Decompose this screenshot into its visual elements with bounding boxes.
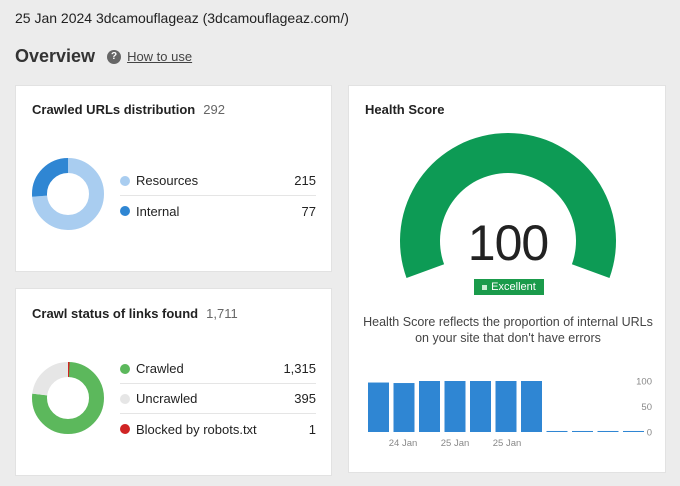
x-tick-label: 25 Jan xyxy=(441,438,470,449)
legend-value[interactable]: 77 xyxy=(301,203,316,219)
legend-dot-crawled xyxy=(120,363,130,374)
health-score-value: 100 xyxy=(467,215,549,271)
crawled-urls-slice-internal[interactable] xyxy=(32,158,104,230)
history-bar[interactable] xyxy=(546,430,568,432)
x-tick-label: 25 Jan xyxy=(493,438,522,449)
overview-header: Overview ? How to use xyxy=(15,46,192,67)
rating-square-icon xyxy=(482,284,488,290)
legend-row-crawled[interactable]: Crawled 1,315 xyxy=(120,354,316,384)
health-score-title: Health Score xyxy=(365,102,445,117)
health-score-card: Health Score 100 Excellent Health Score … xyxy=(348,85,666,473)
crawled-urls-title-text: Crawled URLs distribution xyxy=(32,102,196,117)
health-score-gauge xyxy=(400,133,616,278)
y-tick-label: 50 xyxy=(641,402,652,413)
how-to-use-link[interactable]: How to use xyxy=(127,49,193,64)
history-bar[interactable] xyxy=(368,382,389,432)
legend-label: Uncrawled xyxy=(136,391,198,406)
legend-value[interactable]: 215 xyxy=(294,173,316,188)
legend-dot-blocked xyxy=(120,424,130,434)
health-score-rating: Excellent xyxy=(491,281,536,293)
history-bar[interactable] xyxy=(393,383,415,432)
legend-value[interactable]: 1,315 xyxy=(283,361,316,376)
x-tick-label: 24 Jan xyxy=(389,438,418,449)
y-tick-label: 100 xyxy=(636,377,652,388)
crawl-status-card: Crawl status of links found 1,711 Crawled… xyxy=(15,288,332,476)
legend-label: Resources xyxy=(136,173,199,188)
history-bar[interactable] xyxy=(419,381,440,432)
legend-label: Internal xyxy=(136,203,180,219)
page-header-title: 25 Jan 2024 3dcamouflageaz (3dcamouflage… xyxy=(15,10,349,26)
crawl-status-slice-blocked-by-robots-txt[interactable] xyxy=(32,362,104,434)
legend-row-uncrawled[interactable]: Uncrawled 395 xyxy=(120,384,316,414)
history-bar[interactable] xyxy=(597,430,619,432)
legend-dot-uncrawled xyxy=(120,393,130,404)
health-score-rating-badge: Excellent xyxy=(473,278,545,296)
crawl-status-title: Crawl status of links found 1,711 xyxy=(32,306,238,321)
history-bar[interactable] xyxy=(572,430,593,432)
legend-label: Crawled xyxy=(136,361,184,376)
health-score-description: Health Score reflects the proportion of … xyxy=(363,315,653,345)
crawl-status-title-text: Crawl status of links found xyxy=(32,306,199,321)
health-score-gauge-arc xyxy=(400,133,616,278)
y-tick-label: 0 xyxy=(647,428,652,439)
crawl-status-donut-chart[interactable] xyxy=(32,362,104,434)
crawled-urls-donut-chart[interactable] xyxy=(32,158,104,230)
legend-row-resources[interactable]: Resources 215 xyxy=(120,166,316,196)
history-bar[interactable] xyxy=(495,381,517,432)
question-circle-icon[interactable]: ? xyxy=(107,49,122,64)
legend-value[interactable]: 395 xyxy=(294,391,316,406)
history-bar[interactable] xyxy=(470,381,491,432)
legend-label: Blocked by robots.txt xyxy=(136,421,257,437)
legend-dot-internal xyxy=(120,206,130,216)
history-bar[interactable] xyxy=(521,381,542,432)
history-bar[interactable] xyxy=(444,381,466,432)
crawled-urls-card: Crawled URLs distribution 292 Resources 2… xyxy=(15,85,332,272)
crawled-urls-total: 292 xyxy=(203,102,225,117)
overview-title: Overview xyxy=(15,46,96,66)
crawl-status-total: 1,711 xyxy=(206,306,238,321)
legend-dot-resources xyxy=(120,175,130,186)
legend-row-internal[interactable]: Internal 77 xyxy=(120,196,316,226)
legend-value[interactable]: 1 xyxy=(308,421,316,437)
health-score-history-chart[interactable]: 0 50 100 24 Jan 25 Jan 25 Jan xyxy=(349,371,667,453)
crawled-urls-title: Crawled URLs distribution 292 xyxy=(32,102,225,117)
history-bar[interactable] xyxy=(623,430,644,432)
legend-row-blocked[interactable]: Blocked by robots.txt 1 xyxy=(120,414,316,444)
